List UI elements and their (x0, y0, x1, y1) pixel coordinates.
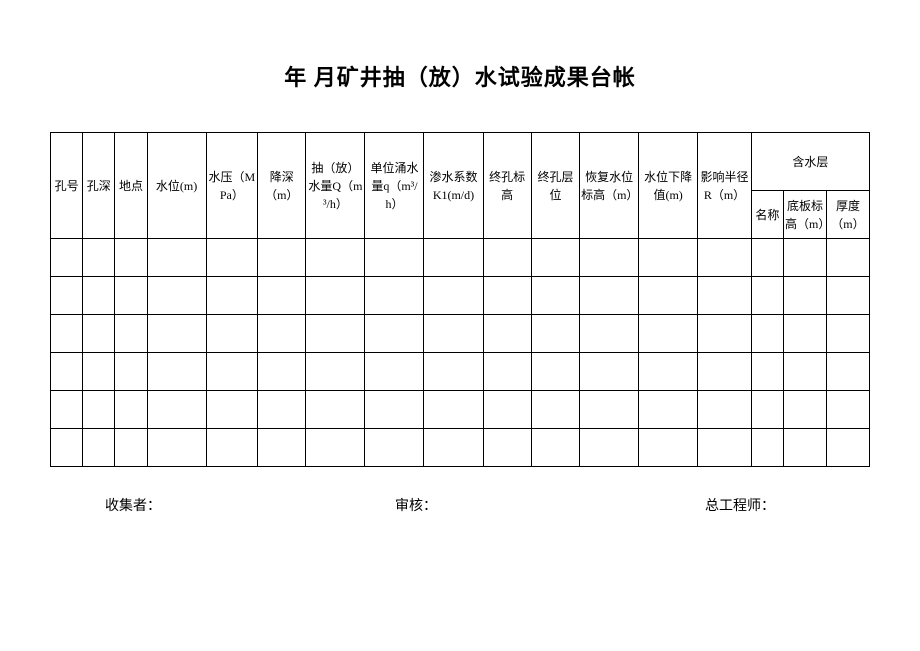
col-final-layer: 终孔层位 (531, 133, 579, 239)
col-aquifer-thickness: 厚度（m） (826, 191, 869, 239)
col-pump-q: 抽（放）水量Q（m³/h） (306, 133, 365, 239)
signature-row: 收集者： 审核： 总工程师： (50, 495, 870, 515)
col-water-level: 水位(m) (147, 133, 206, 239)
collector-label: 收集者： (105, 495, 395, 515)
table-header: 孔号 孔深 地点 水位(m) 水压（MPa） 降深（m） 抽（放）水量Q（m³/… (51, 133, 870, 239)
col-aquifer-group: 含水层 (751, 133, 869, 191)
page-title: 年 月矿井抽（放）水试验成果台帐 (50, 60, 870, 92)
results-table: 孔号 孔深 地点 水位(m) 水压（MPa） 降深（m） 抽（放）水量Q（m³/… (50, 132, 870, 467)
table-body (51, 239, 870, 467)
engineer-label: 总工程师： (705, 495, 840, 515)
col-influence-radius: 影响半径R（m） (698, 133, 752, 239)
document-page: 年 月矿井抽（放）水试验成果台帐 孔号 孔深 地点 水位(m) 水压（MPa） … (0, 0, 920, 515)
table-row (51, 277, 870, 315)
col-location: 地点 (115, 133, 147, 239)
col-water-pressure: 水压（MPa） (206, 133, 258, 239)
col-drawdown: 降深（m） (258, 133, 306, 239)
col-unit-q: 单位涌水量q（m³/h） (365, 133, 424, 239)
table-row (51, 391, 870, 429)
table-row (51, 239, 870, 277)
col-final-elev: 终孔标高 (483, 133, 531, 239)
col-aquifer-name: 名称 (751, 191, 783, 239)
reviewer-label: 审核： (395, 495, 705, 515)
table-row (51, 429, 870, 467)
table-row (51, 353, 870, 391)
col-recovery-elev: 恢复水位标高（m） (580, 133, 639, 239)
col-hole-no: 孔号 (51, 133, 83, 239)
col-hole-depth: 孔深 (83, 133, 115, 239)
col-aquifer-floor-elev: 底板标高（m） (784, 191, 827, 239)
col-permeability: 渗水系数K1(m/d) (424, 133, 483, 239)
col-level-drop: 水位下降值(m) (639, 133, 698, 239)
table-row (51, 315, 870, 353)
